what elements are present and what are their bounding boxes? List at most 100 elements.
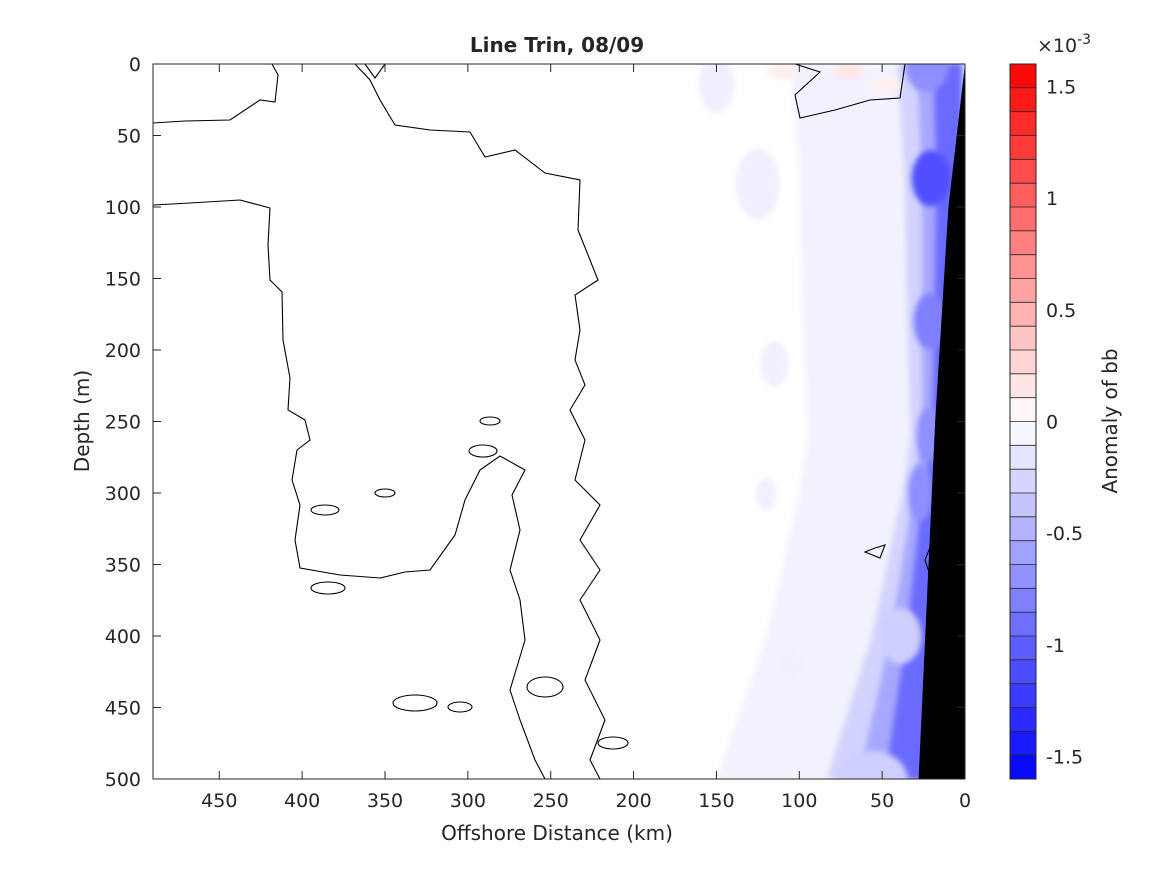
colorbar-step [1010,278,1036,303]
x-tick-label: 350 [367,790,403,812]
zero-contour-loop [392,694,438,712]
colorbar-step [1010,397,1036,422]
anomaly-core [836,751,908,779]
negative-anomaly-band [884,64,962,779]
zero-contour-loop [447,701,473,713]
weak-negative-patch [756,478,777,510]
positive-anomaly-patch [766,64,799,80]
y-tick-label: 450 [105,698,141,720]
zero-contour-loop [374,488,396,498]
x-tick-label: 450 [201,790,237,812]
y-axis: 0 50 100 150 200 250 300 350 400 450 500 [105,54,965,791]
colorbar-tick-label: 0.5 [1046,300,1076,322]
colorbar-step [1010,493,1036,518]
anomaly-core [904,64,949,92]
positive-anomaly-patch [833,64,865,80]
y-tick-label: 150 [105,269,141,291]
y-tick-label: 350 [105,555,141,577]
zero-contour [794,64,906,119]
colorbar-exponent: ×10-3 [1037,32,1091,57]
y-tick-label: 200 [105,340,141,362]
colorbar-step [1010,469,1036,494]
weak-negative-patch [735,148,780,220]
anomaly-core [913,293,947,350]
zero-contour-loop [526,676,564,698]
anomaly-core [908,465,933,521]
positive-anomaly-patch [869,77,902,94]
colorbar-tick-label: -1 [1046,635,1065,657]
y-tick-label: 100 [105,197,141,219]
colorbar-step [1010,659,1036,685]
y-axis-label: Depth (m) [70,370,94,472]
colorbar-step [1010,755,1036,780]
y-tick-label: 300 [105,483,141,505]
anomaly-field [698,64,965,779]
colorbar-tick-label: 1.5 [1046,76,1076,98]
colorbar-step [1010,326,1036,351]
x-tick-label: 150 [698,790,734,812]
zero-contour-lines [153,64,934,779]
colorbar-step [1010,540,1036,565]
colorbar: 1.5 1 0.5 0 -0.5 -1 -1.5 ×10-3 Anomaly of bb [1009,32,1122,780]
colorbar-step [1010,564,1036,589]
colorbar-tick-label: -1.5 [1046,747,1083,769]
colorbar-tick-label: 0 [1046,412,1058,434]
colorbar-label: Anomaly of bb [1098,348,1122,493]
colorbar-step [1010,445,1036,470]
x-tick-label: 0 [959,790,971,812]
x-tick-label: 50 [870,790,894,812]
zero-contour [364,64,386,79]
colorbar-step [1010,373,1036,399]
zero-contour-loop [310,581,346,595]
x-tick-label: 250 [533,790,569,812]
x-tick-label: 400 [284,790,320,812]
colorbar-step [1010,683,1036,708]
zero-contour [153,64,279,124]
zero-contour [863,544,886,559]
colorbar-step [1010,111,1036,136]
chart-title: Line Trin, 08/09 [470,33,644,57]
x-tick-label: 200 [615,790,651,812]
x-axis-label: Offshore Distance (km) [441,821,673,845]
colorbar-step [1010,87,1036,113]
y-tick-label: 400 [105,626,141,648]
colorbar-step [1010,516,1036,542]
zero-contour [153,199,546,779]
colorbar-step [1010,350,1036,375]
zero-contour-loop [468,444,498,458]
weak-negative-patch [760,341,789,387]
bathymetry-mask [918,64,965,779]
colorbar-step [1010,159,1036,184]
anomaly-core [879,608,922,664]
colorbar-step [1010,254,1036,279]
plot-area: 450 400 350 300 250 200 150 100 50 0 050100150200… [105,54,971,812]
colorbar-step [1010,230,1036,256]
x-tick-label: 300 [450,790,486,812]
colorbar-tick-label: 1 [1046,188,1058,210]
colorbar-frame [1009,63,1037,780]
y-tick-label: 500 [105,769,141,791]
colorbar-step [1010,588,1036,613]
y-tick-label: 250 [105,412,141,434]
anomaly-core [911,150,951,207]
y-tick-label: 50 [117,126,141,148]
weak-negative-patch [779,644,803,684]
colorbar-step [1010,731,1036,756]
y-tick-label: 0 [129,54,141,76]
colorbar-tick-label: -0.5 [1046,523,1083,545]
weak-negative-patch [698,64,735,113]
colorbar-step [1010,636,1036,661]
colorbar-ticks: 1.5 1 0.5 0 -0.5 -1 -1.5 [1046,76,1083,768]
zero-contour-loop [597,736,629,750]
colorbar-step [1010,421,1036,446]
colorbar-step [1010,612,1036,637]
colorbar-step [1010,207,1036,232]
zero-contour-loop [310,504,340,516]
colorbar-step [1010,302,1036,327]
zero-contour [354,64,606,779]
colorbar-step [1010,64,1036,89]
x-tick-label: 100 [781,790,817,812]
x-axis: 450 400 350 300 250 200 150 100 50 0 [201,64,971,812]
colorbar-step [1010,135,1036,160]
